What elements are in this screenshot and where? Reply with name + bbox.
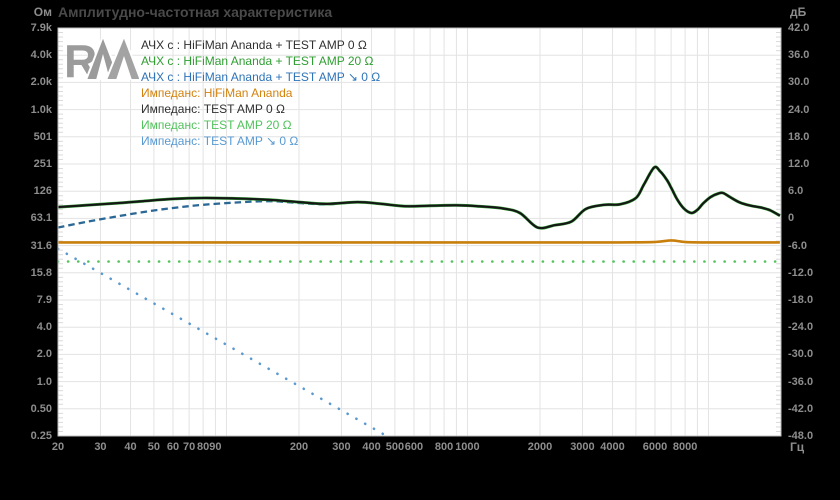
left-axis-unit: Ом <box>33 5 52 19</box>
legend-item: Импеданс: TEST AMP 20 Ω <box>141 118 292 132</box>
series-fr-amp0-curve <box>58 165 781 230</box>
series-imp-ananda-curve <box>58 239 780 244</box>
x-axis-unit: Гц <box>790 440 805 454</box>
raa-logo-triangle-a2 <box>104 34 140 80</box>
plot-background <box>58 28 781 436</box>
legend: АЧХ с : HiFiMan Ananda + TEST AMP 0 Ω АЧХ… <box>141 37 380 149</box>
legend-item: АЧХ с : HiFiMan Ananda + TEST AMP 0 Ω <box>141 38 367 52</box>
legend-item: Импеданс: TEST AMP 0 Ω <box>141 102 285 116</box>
plot-border <box>57 27 782 437</box>
legend-item: Импеданс: HiFiMan Ananda <box>141 86 293 100</box>
raa-logo-notch-a2 <box>116 56 132 80</box>
legend-item: АЧХ с : HiFiMan Ananda + TEST AMP 20 Ω <box>141 54 374 68</box>
chart-title: Амплитудно-частотная характеристика <box>58 4 333 20</box>
legend-item: Импеданс: TEST AMP ↘ 0 Ω <box>141 134 299 148</box>
series-imp-testamp-decl-curve <box>58 247 390 436</box>
legend-item: АЧХ с : HiFiMan Ananda + TEST AMP ↘ 0 Ω <box>141 70 381 84</box>
raa-logo: R <box>64 34 140 80</box>
raa-logo-notch-a1 <box>96 54 110 80</box>
right-axis-unit: дБ <box>790 5 807 19</box>
